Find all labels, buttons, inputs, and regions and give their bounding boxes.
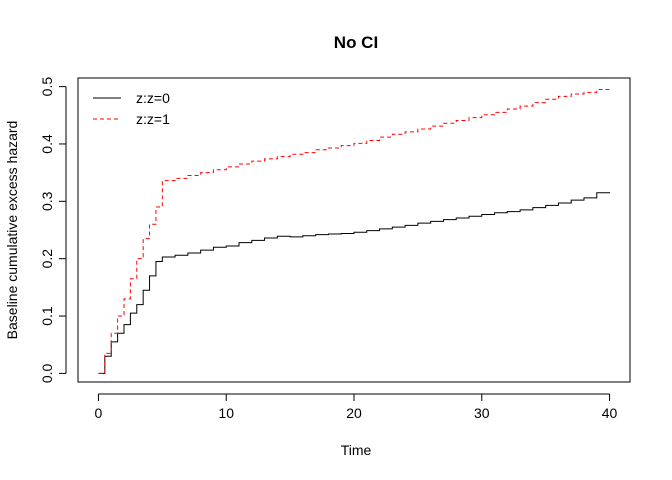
legend-label-1: z:z=1 [136, 111, 170, 127]
series-line-0 [98, 192, 611, 374]
legend-label-0: z:z=0 [136, 90, 170, 106]
y-tick-label: 0.2 [39, 249, 55, 269]
legend: z:z=0 z:z=1 [93, 90, 170, 127]
x-tick-label: 10 [218, 405, 234, 421]
plot-frame [77, 77, 631, 383]
y-tick-label: 0.1 [39, 306, 55, 326]
x-tick-label: 0 [95, 405, 103, 421]
y-tick-label: 0.3 [39, 191, 55, 211]
y-axis: 0.0 0.1 0.2 0.3 0.4 0.5 [39, 77, 67, 383]
y-tick-label: 0.5 [39, 77, 55, 97]
chart-title: No CI [334, 33, 378, 52]
x-tick-label: 20 [346, 405, 362, 421]
x-tick-label: 40 [602, 405, 618, 421]
y-tick-label: 0.4 [39, 134, 55, 154]
y-axis-title: Baseline cumulative excess hazard [4, 121, 20, 340]
x-axis: 0 10 20 30 40 [95, 393, 618, 421]
series-layer [98, 88, 611, 374]
x-axis-title: Time [341, 442, 372, 458]
y-tick-label: 0.0 [39, 363, 55, 383]
series-line-1 [98, 88, 611, 374]
x-tick-label: 30 [474, 405, 490, 421]
